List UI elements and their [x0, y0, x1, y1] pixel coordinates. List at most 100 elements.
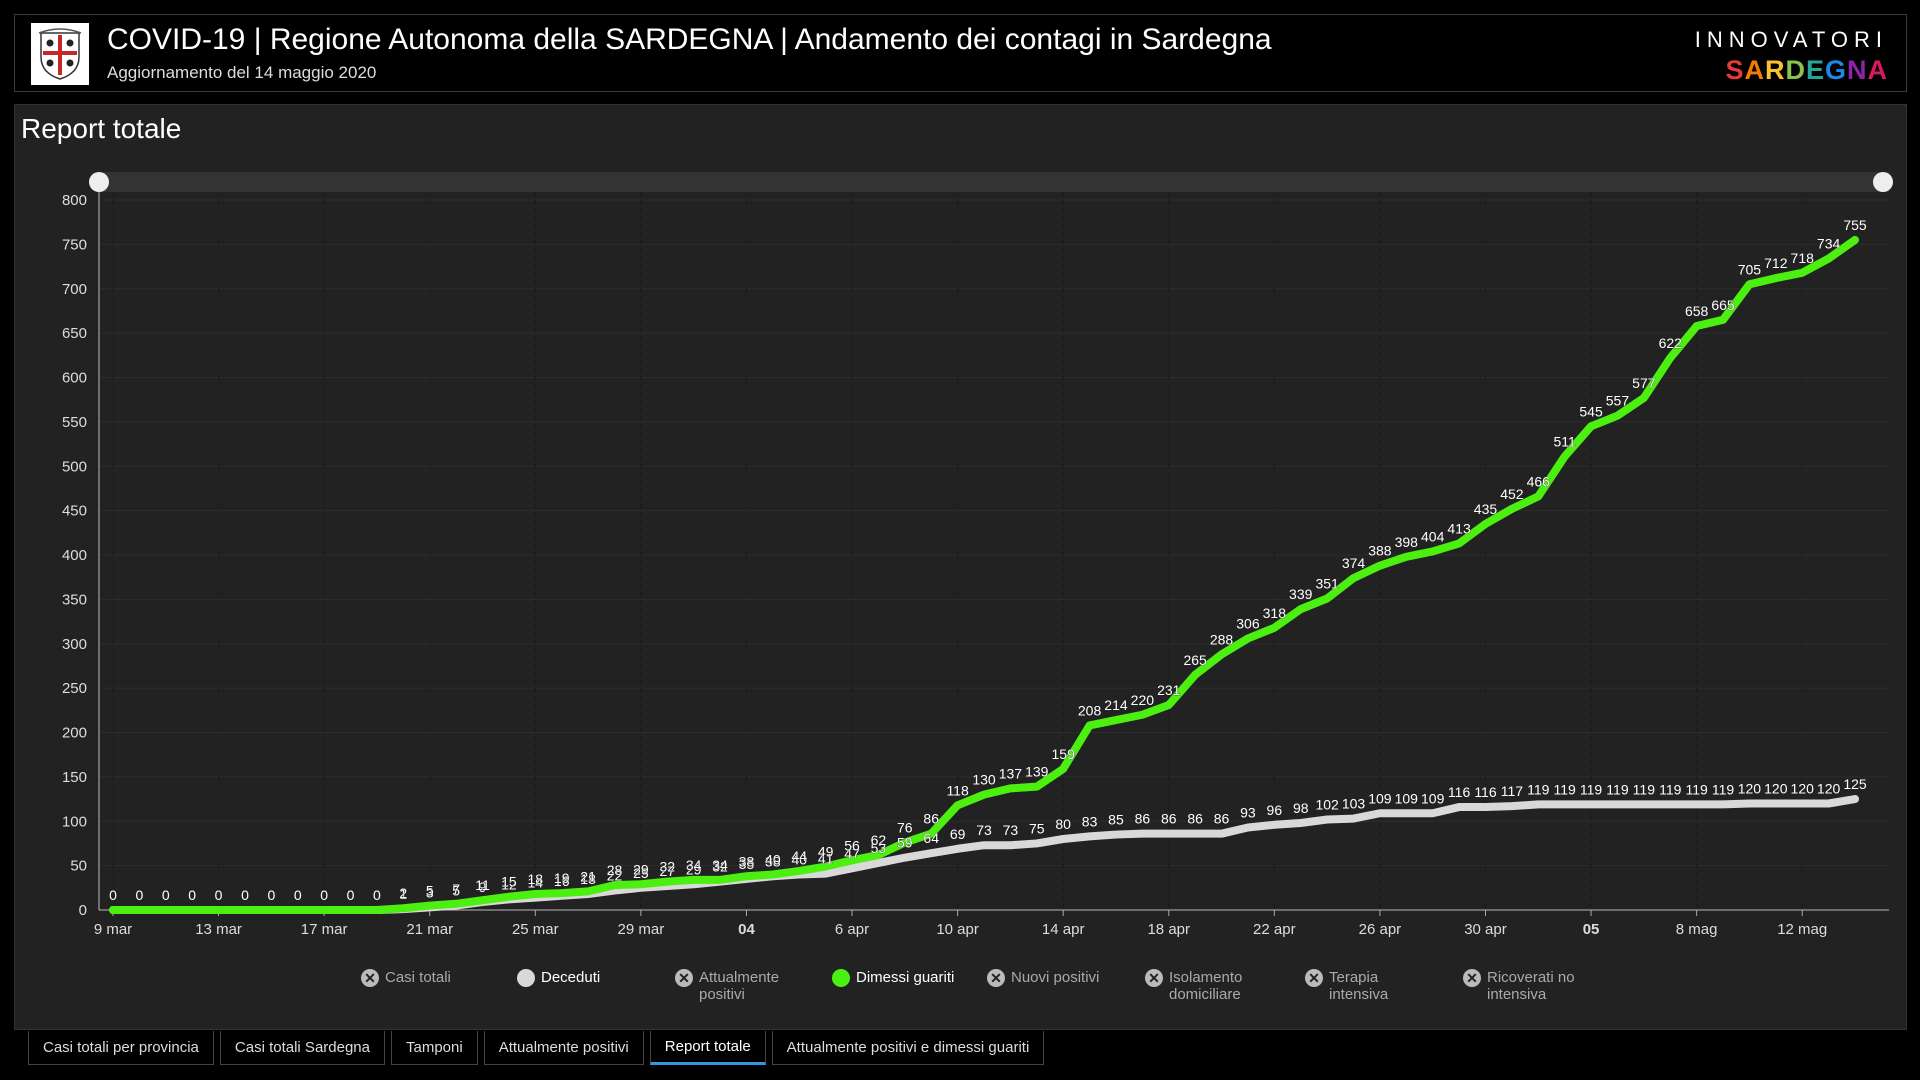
legend-label: Deceduti — [541, 969, 601, 986]
sardinia-coat-of-arms-logo — [31, 23, 89, 85]
data-label: 98 — [1293, 800, 1309, 816]
tab-attualmente-positivi-e-dimessi-guariti[interactable]: Attualmente positivi e dimessi guariti — [771, 1031, 1045, 1065]
line-chart[interactable]: 0501001502002503003504004505005506006507… — [15, 105, 1908, 1025]
data-label: 86 — [923, 811, 939, 827]
data-label: 712 — [1764, 255, 1788, 271]
data-label: 14 — [528, 875, 544, 891]
legend-label: Attualmente positivi — [699, 969, 780, 1003]
x-tick-label: 14 apr — [1042, 921, 1085, 938]
legend-item[interactable]: ✕ Nuovi positivi — [987, 969, 1121, 987]
data-label: 38 — [739, 853, 755, 869]
data-label: 93 — [1240, 804, 1256, 820]
brand-letter: A — [1867, 55, 1888, 85]
data-label: 32 — [659, 859, 675, 875]
data-label: 0 — [135, 887, 143, 903]
tab-casi-totali-per-provincia[interactable]: Casi totali per provincia — [28, 1031, 214, 1065]
x-tick-label: 26 apr — [1359, 921, 1402, 938]
data-label: 0 — [373, 887, 381, 903]
data-label: 0 — [135, 887, 143, 903]
zoom-handle-left[interactable] — [89, 172, 109, 192]
data-label: 231 — [1157, 682, 1181, 698]
x-tick-label: 25 mar — [512, 921, 559, 938]
data-label: 44 — [791, 848, 807, 864]
panel-title: Report totale — [21, 113, 182, 144]
legend-item[interactable]: ✕ Terapia intensiva — [1305, 969, 1439, 1003]
data-label: 577 — [1632, 375, 1656, 391]
y-tick-label: 500 — [62, 458, 87, 475]
data-label: 137 — [999, 765, 1023, 781]
y-tick-label: 600 — [62, 370, 87, 387]
data-label: 86 — [1135, 811, 1151, 827]
data-label: 0 — [320, 887, 328, 903]
legend-item[interactable]: ✕ Ricoverati no intensiva — [1463, 969, 1597, 1003]
legend-item[interactable]: ✕ Isolamento domiciliare — [1145, 969, 1279, 1003]
legend-item[interactable]: Dimessi guariti — [832, 969, 966, 987]
legend-item[interactable]: Deceduti — [517, 969, 651, 987]
series-line-dimessi-guariti[interactable] — [109, 235, 1859, 914]
data-label: 18 — [580, 871, 596, 887]
data-label: 755 — [1843, 217, 1867, 233]
data-label: 119 — [1685, 781, 1708, 797]
data-label: 119 — [1554, 781, 1577, 797]
data-label: 11 — [475, 877, 490, 893]
report-tabs: Casi totali per provincia Casi totali Sar… — [28, 1031, 1050, 1065]
data-label: 622 — [1659, 335, 1683, 351]
data-label: 557 — [1606, 393, 1630, 409]
data-label: 16 — [554, 873, 570, 889]
y-tick-label: 650 — [62, 325, 87, 342]
data-label: 159 — [1052, 746, 1076, 762]
data-label: 119 — [1712, 781, 1735, 797]
data-label: 125 — [1843, 776, 1867, 792]
chart-panel: Report totale 0 50 100 150 200 250 300 350 400 45… — [14, 104, 1907, 1030]
x-tick-label: 04 — [738, 921, 755, 938]
y-tick-label: 150 — [62, 769, 87, 786]
data-label: 21 — [580, 868, 596, 884]
data-label: 0 — [267, 887, 275, 903]
data-label: 119 — [1659, 781, 1682, 797]
data-label: 38 — [765, 853, 781, 869]
data-label: 0 — [215, 887, 223, 903]
zoom-handle-right[interactable] — [1873, 172, 1893, 192]
tab-casi-totali-sardegna[interactable]: Casi totali Sardegna — [219, 1031, 385, 1065]
zoom-scrollbar[interactable] — [99, 172, 1889, 192]
x-tick-label: 18 apr — [1147, 921, 1190, 938]
legend-disabled-icon: ✕ — [1305, 969, 1323, 987]
innovatori-sardegna-logo: INNOVATORI SARDEGNA — [1695, 27, 1888, 86]
y-tick-label: 550 — [62, 414, 87, 431]
data-label: 118 — [946, 782, 969, 798]
brand-letter: R — [1764, 55, 1786, 85]
update-date: Aggiornamento del 14 maggio 2020 — [107, 63, 377, 82]
y-tick-label: 750 — [62, 236, 87, 253]
data-label: 0 — [347, 887, 355, 903]
legend-item[interactable]: ✕ Attualmente positivi — [675, 969, 809, 1003]
data-label: 388 — [1368, 543, 1392, 559]
legend-item[interactable]: ✕ Casi totali — [361, 969, 495, 987]
data-label: 41 — [818, 851, 834, 867]
data-label: 0 — [109, 887, 117, 903]
y-tick-label: 50 — [70, 858, 87, 875]
data-label: 0 — [294, 887, 302, 903]
data-label: 117 — [1501, 783, 1524, 799]
data-label: 103 — [1342, 796, 1366, 812]
x-tick-label: 22 apr — [1253, 921, 1296, 938]
x-tick-label: 21 mar — [406, 921, 453, 938]
data-label: 40 — [791, 852, 807, 868]
data-label: 32 — [712, 859, 728, 875]
data-label: 119 — [1633, 781, 1656, 797]
tab-tamponi[interactable]: Tamponi — [391, 1031, 478, 1065]
legend-label: Isolamento domiciliare — [1169, 969, 1243, 1003]
data-label: 0 — [215, 887, 223, 903]
tab-report-totale[interactable]: Report totale — [649, 1031, 766, 1065]
tab-attualmente-positivi[interactable]: Attualmente positivi — [483, 1031, 644, 1065]
data-label: 69 — [950, 826, 966, 842]
data-label: 413 — [1447, 520, 1471, 536]
x-tick-label: 13 mar — [195, 921, 242, 938]
data-label: 120 — [1764, 781, 1788, 797]
data-label: 59 — [897, 835, 913, 851]
data-label: 0 — [188, 887, 196, 903]
data-label: 109 — [1368, 790, 1392, 806]
data-label: 12 — [501, 876, 517, 892]
y-tick-label: 450 — [62, 503, 87, 520]
data-label: 19 — [554, 870, 570, 886]
data-label: 85 — [1108, 812, 1124, 828]
